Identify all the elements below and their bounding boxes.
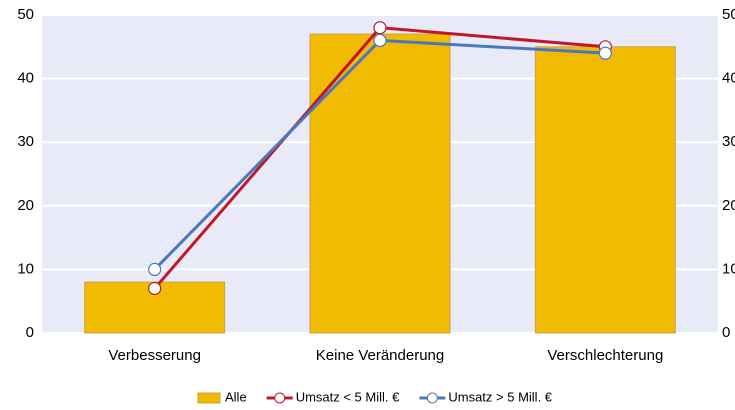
y-tick-label: 10 (17, 260, 34, 277)
y2-tick-label: 20 (722, 197, 735, 214)
x-tick-label: Verbesserung (108, 347, 201, 364)
y-tick-label: 40 (17, 70, 34, 87)
y-tick-label: 20 (17, 197, 34, 214)
bar (534, 46, 676, 334)
legend-label: Umsatz > 5 Mill. € (448, 389, 552, 404)
y-tick-label: 30 (17, 133, 34, 150)
legend-marker (274, 392, 286, 404)
marker (373, 33, 387, 48)
y2-tick-label: 10 (722, 260, 735, 277)
bar (309, 33, 451, 334)
y2-tick-label: 40 (722, 70, 735, 87)
marker (148, 262, 162, 276)
legend-swatch (197, 392, 221, 404)
y2-tick-label: 50 (722, 6, 735, 23)
legend-label: Umsatz < 5 Mill. € (296, 389, 400, 404)
y-tick-label: 50 (17, 6, 34, 23)
x-tick-label: Verschlechterung (547, 347, 663, 364)
marker (373, 21, 387, 35)
y2-tick-label: 0 (722, 324, 730, 341)
y-tick-label: 0 (26, 324, 34, 341)
legend-marker (426, 392, 438, 404)
y2-tick-label: 30 (722, 133, 735, 150)
marker (598, 46, 612, 60)
x-tick-label: Keine Veränderung (316, 347, 444, 364)
legend-label: Alle (225, 389, 247, 404)
marker (148, 281, 162, 296)
